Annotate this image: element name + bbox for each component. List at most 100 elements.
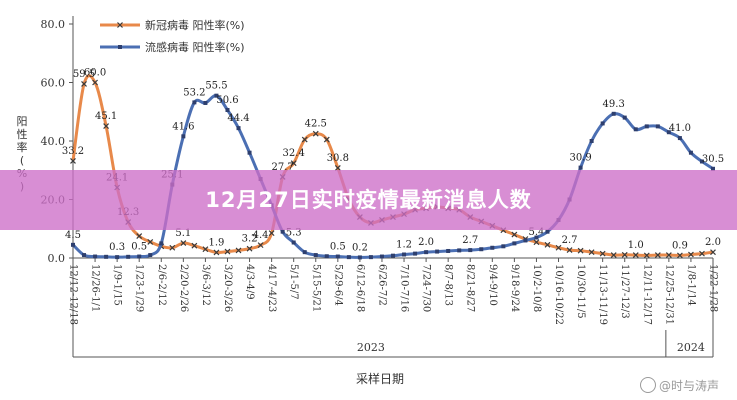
data-point: [589, 139, 594, 143]
data-point: [92, 79, 98, 86]
data-point: [665, 252, 672, 258]
year-label: 2023: [357, 341, 385, 354]
data-label: 44.4: [227, 113, 249, 124]
data-label: 1.0: [628, 240, 644, 251]
data-label: 0.5: [131, 242, 147, 253]
x-axis-label: 采样日期: [356, 371, 404, 386]
headline-banner: 12月27日实时疫情最新消息人数: [0, 170, 737, 230]
data-label: 50.6: [216, 95, 238, 106]
x-tick-label: 12/26-1/1: [90, 264, 101, 312]
data-point: [368, 255, 373, 260]
data-point: [534, 235, 539, 240]
x-tick-label: 7/24-7/30: [421, 264, 432, 312]
x-tick-label: 12/11-12/17: [641, 264, 652, 325]
data-point: [578, 165, 583, 170]
data-point: [291, 240, 296, 245]
y-tick-label: 40.0: [41, 135, 66, 148]
data-label: 49.3: [603, 99, 625, 110]
data-point: [566, 247, 573, 254]
watermark: @时与涛声: [639, 377, 719, 394]
x-tick-label: 12/12-12/18: [68, 264, 79, 325]
data-label: 41.0: [669, 123, 691, 134]
data-point: [402, 252, 407, 257]
data-point: [302, 250, 307, 255]
data-point: [180, 240, 187, 247]
data-point: [479, 247, 484, 252]
data-point: [335, 254, 340, 259]
x-tick-label: 7/10-7/16: [399, 264, 410, 312]
data-point: [313, 253, 318, 258]
data-label: 5.1: [175, 228, 191, 239]
x-tick-label: 9/4-9/10: [487, 264, 498, 306]
data-point: [523, 238, 528, 243]
data-point: [545, 229, 550, 234]
x-tick-label: 9/18-9/24: [509, 264, 520, 312]
data-point: [137, 254, 142, 259]
data-label: 2.7: [562, 235, 578, 246]
data-label: 30.8: [327, 153, 349, 164]
data-label: 60.0: [84, 68, 106, 79]
data-point: [533, 239, 540, 246]
data-point: [290, 160, 297, 167]
data-label: 0.3: [109, 242, 125, 253]
data-point: [677, 136, 682, 141]
x-tick-label: 1/22-1/28: [708, 264, 719, 312]
data-point: [312, 130, 319, 137]
x-tick-label: 1/9-1/15: [112, 264, 123, 306]
data-point: [104, 254, 109, 259]
x-tick-label: 10/30-11/5: [575, 264, 586, 319]
data-point: [644, 124, 649, 129]
x-tick-label: 3/20-3/26: [222, 264, 233, 312]
data-point: [588, 249, 595, 256]
x-tick-label: 2/6-2/12: [156, 264, 167, 306]
data-point: [599, 250, 606, 257]
data-point: [346, 255, 351, 260]
data-point: [633, 127, 638, 132]
data-point: [235, 247, 242, 254]
data-point: [446, 248, 451, 253]
data-label: 0.5: [330, 242, 346, 253]
data-point: [666, 130, 671, 135]
data-label: 4.4: [253, 230, 269, 241]
data-label: 5.3: [286, 227, 302, 238]
data-point: [435, 249, 440, 254]
data-label: 3.2: [242, 234, 258, 245]
data-label: 42.5: [305, 119, 327, 130]
data-point: [621, 251, 628, 258]
data-point: [247, 150, 252, 155]
headline-title: 12月27日实时疫情最新消息人数: [205, 188, 532, 212]
data-point: [71, 242, 75, 247]
data-point: [379, 254, 384, 259]
data-label: 32.4: [283, 148, 305, 159]
data-point: [688, 150, 693, 155]
data-point: [246, 245, 253, 252]
x-tick-label: 1/23-1/29: [134, 264, 145, 312]
data-label: 53.2: [183, 87, 205, 98]
y-tick-label: 80.0: [41, 18, 66, 31]
data-point: [301, 136, 308, 143]
data-point: [225, 107, 230, 112]
data-point: [126, 254, 131, 259]
data-point: [169, 244, 176, 251]
data-point: [711, 166, 715, 171]
data-point: [136, 233, 143, 239]
data-point: [324, 254, 329, 259]
data-point: [611, 111, 616, 116]
data-label: 27.7: [272, 162, 294, 173]
data-point: [81, 81, 87, 87]
data-point: [257, 242, 264, 249]
data-point: [147, 238, 154, 245]
data-point: [323, 136, 330, 143]
data-point: [93, 254, 98, 259]
data-point: [577, 247, 584, 254]
data-label: 5.4: [528, 227, 544, 238]
watermark-text: @时与涛声: [658, 379, 719, 393]
data-point: [214, 93, 219, 98]
data-point: [268, 230, 275, 237]
year-label: 2024: [677, 341, 705, 354]
data-label: 2.7: [462, 235, 478, 246]
x-tick-label: 1/8-1/14: [685, 264, 696, 306]
x-tick-label: 5/1-5/7: [288, 264, 299, 300]
data-point: [115, 255, 120, 260]
data-label: 2.0: [418, 237, 434, 248]
